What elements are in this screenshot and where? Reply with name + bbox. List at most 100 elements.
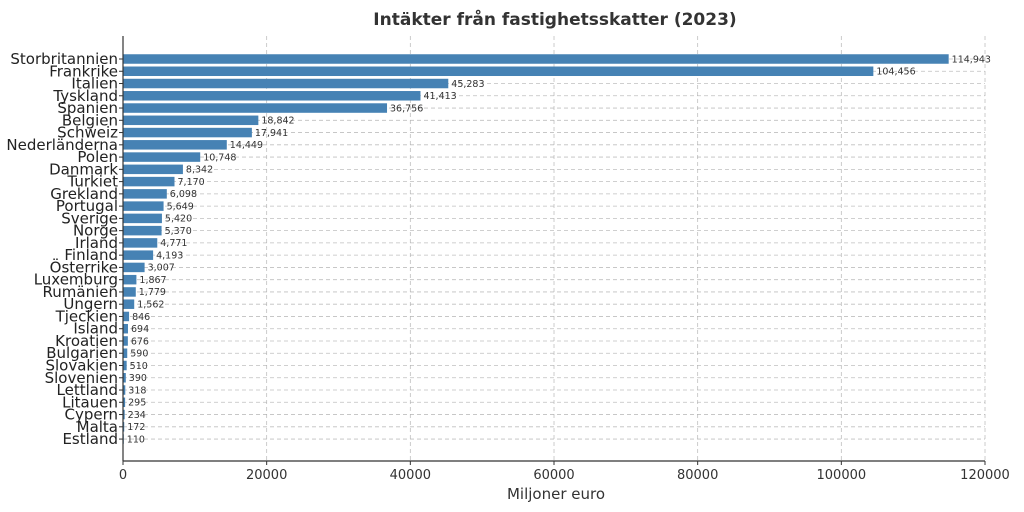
data-label: 3,007 (148, 263, 175, 274)
x-tick-label: 40000 (390, 468, 431, 483)
bar (123, 91, 421, 101)
data-label: 676 (131, 336, 149, 347)
data-label: 172 (127, 422, 145, 433)
bar (123, 127, 252, 138)
y-tick-label: Luxemburg (34, 271, 118, 289)
y-tick-label: Turkiet (66, 173, 118, 191)
y-tick-label: Storbritannien (10, 50, 118, 68)
data-label: 41,413 (423, 91, 456, 102)
data-label: 8,342 (186, 165, 213, 176)
data-label: 10,748 (203, 152, 236, 163)
data-label: 318 (128, 385, 146, 396)
y-tick-label: Polen (77, 148, 118, 166)
data-label: 114,943 (952, 54, 991, 65)
bar (123, 299, 135, 309)
data-label: 694 (131, 324, 149, 335)
x-axis: 0 20000 40000 60000 80000 100000 120000 (119, 460, 1010, 483)
bar (123, 422, 125, 432)
data-label: 295 (128, 398, 146, 409)
y-tick-label: Ungern (63, 295, 118, 313)
bar (123, 287, 136, 297)
data-label: 14,449 (230, 140, 263, 151)
x-axis-label: Miljoner euro (507, 485, 605, 503)
y-tick-label: Grekland (50, 185, 118, 203)
data-label: 510 (130, 361, 148, 372)
y-tick-label: Bulgarien (46, 344, 118, 362)
data-label: 104,456 (876, 67, 915, 78)
data-label: 5,420 (165, 214, 192, 225)
y-tick-label: Italien (71, 75, 118, 93)
x-tick-label: 20000 (246, 468, 287, 483)
x-tick-label: 0 (119, 468, 127, 483)
data-label: 4,771 (160, 238, 187, 249)
y-tick-label: Tjeckien (55, 307, 118, 325)
data-label: 45,283 (451, 79, 484, 90)
bar (123, 176, 175, 187)
bar (123, 66, 874, 77)
y-tick-label: Kroatien (55, 332, 118, 350)
data-label: 390 (129, 373, 147, 384)
y-tick-label: Finland (64, 246, 118, 264)
y-tick-label: Danmark (49, 160, 118, 178)
bars (123, 54, 949, 444)
data-label: 110 (127, 434, 145, 445)
y-tick-label: Lettland (57, 381, 118, 399)
y-tick-label: Portugal (56, 197, 118, 215)
bar (123, 323, 128, 334)
bar (123, 78, 449, 89)
y-tick-label: Sverige (61, 209, 118, 227)
y-tick-label: Litauen (62, 393, 118, 411)
chart-title: Intäkter från fastighetsskatter (2023) (373, 10, 737, 30)
y-tick-label: Norge (73, 222, 118, 240)
bar (123, 140, 227, 150)
y-axis: StorbritannienFrankrikeItalienTysklandSp… (6, 36, 124, 461)
data-label: 1,867 (139, 275, 166, 286)
y-tick-label: Estland (62, 430, 118, 448)
data-label: 5,370 (165, 226, 192, 237)
bar (123, 189, 167, 199)
data-labels: 114,943104,45645,28341,41336,75618,84217… (127, 54, 991, 445)
y-tick-label: Tyskland (52, 87, 118, 105)
y-tick-label: Cypern (64, 406, 118, 424)
y-tick-label: Schweiz (57, 124, 118, 142)
y-tick-label: Nederländerna (6, 136, 118, 154)
x-tick-label: 60000 (533, 468, 574, 483)
data-label: 6,098 (170, 189, 197, 200)
data-label: 846 (132, 312, 150, 323)
y-tick-label: Slovakien (45, 357, 118, 375)
data-label: 234 (128, 410, 146, 421)
data-label: 7,170 (178, 177, 205, 188)
y-tick-label: Belgien (62, 111, 118, 129)
data-label: 36,756 (390, 103, 423, 114)
y-tick-label: Malta (77, 418, 118, 436)
grid (123, 36, 986, 461)
bar (123, 385, 126, 395)
bar (123, 201, 164, 211)
y-tick-label: Slovenien (45, 369, 118, 387)
bar (123, 152, 201, 162)
data-label: 18,842 (261, 116, 294, 127)
bar (123, 348, 128, 358)
x-tick-label: 120000 (960, 468, 1010, 483)
data-label: 1,562 (137, 300, 164, 311)
data-label: 4,193 (156, 250, 183, 261)
bar (123, 262, 145, 273)
bar (123, 360, 127, 371)
bar (123, 311, 130, 322)
bar (123, 373, 126, 383)
bar (123, 103, 388, 113)
bar (123, 336, 128, 346)
data-label: 1,779 (139, 287, 166, 298)
y-tick-label: Frankrike (49, 62, 118, 80)
y-tick-label: Österrike (50, 257, 118, 276)
bar (123, 238, 158, 248)
bar (123, 225, 162, 236)
x-tick-label: 80000 (677, 468, 718, 483)
x-tick-label: 100000 (817, 468, 867, 483)
data-label: 17,941 (255, 128, 288, 139)
bar (123, 397, 126, 408)
data-label: 590 (130, 349, 148, 360)
y-tick-label: Irland (75, 234, 118, 252)
y-tick-label: Rumänien (43, 283, 118, 301)
